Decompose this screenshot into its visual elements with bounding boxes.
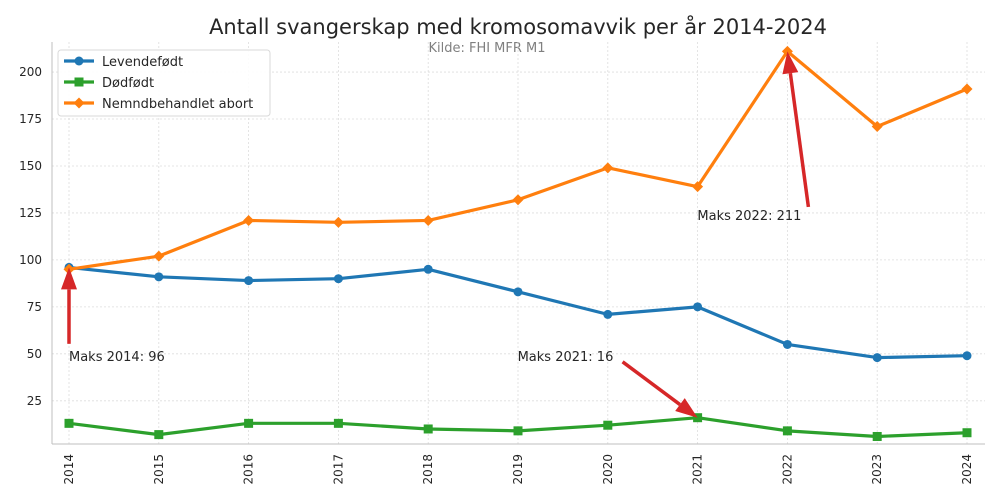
data-point bbox=[871, 121, 883, 133]
y-tick-label: 200 bbox=[19, 65, 42, 79]
legend-marker bbox=[73, 97, 85, 109]
legend-marker bbox=[74, 77, 84, 87]
data-point bbox=[333, 274, 343, 284]
data-point bbox=[872, 353, 882, 363]
x-tick-label: 2021 bbox=[691, 454, 705, 485]
y-tick-label: 100 bbox=[19, 253, 42, 267]
data-point bbox=[513, 426, 523, 436]
data-point bbox=[244, 418, 254, 428]
y-tick-label: 175 bbox=[19, 112, 42, 126]
x-tick-label: 2018 bbox=[421, 454, 435, 485]
legend-label: Levendefødt bbox=[102, 55, 183, 70]
legend-label: Nemndbehandlet abort bbox=[102, 97, 253, 112]
data-point bbox=[602, 162, 614, 174]
annotation: Maks 2014: 96 bbox=[61, 267, 165, 365]
legend-entry: Dødfødt bbox=[64, 76, 154, 91]
annotation: Maks 2021: 16 bbox=[518, 350, 698, 418]
annotation-label: Maks 2021: 16 bbox=[518, 350, 614, 365]
data-point bbox=[692, 181, 704, 193]
x-tick-label: 2017 bbox=[331, 454, 345, 485]
tick-labels: 25 50 75 100 125 150 175 200 2014 2015 2016 2017 201… bbox=[19, 65, 974, 484]
data-point bbox=[513, 287, 523, 297]
data-point bbox=[154, 430, 164, 440]
data-point bbox=[961, 83, 973, 95]
legend-label: Dødfødt bbox=[102, 76, 154, 91]
data-point bbox=[423, 264, 433, 274]
annotation-arrow-head bbox=[782, 51, 799, 75]
legend: Levendefødt Dødfødt Nemndbehandlet abort bbox=[57, 49, 271, 117]
series-1 bbox=[64, 413, 972, 441]
data-point bbox=[782, 426, 792, 436]
series bbox=[63, 45, 973, 441]
data-point bbox=[962, 428, 972, 438]
series-2 bbox=[63, 45, 973, 275]
data-point bbox=[153, 250, 165, 262]
legend-marker bbox=[74, 56, 84, 66]
chart-title: Antall svangerskap med kromosomavvik per… bbox=[209, 14, 827, 39]
data-point bbox=[423, 424, 433, 434]
x-tick-label: 2023 bbox=[870, 454, 884, 485]
legend-box bbox=[57, 49, 271, 117]
data-point bbox=[243, 214, 255, 226]
axes bbox=[51, 42, 985, 445]
data-point bbox=[154, 272, 164, 282]
annotation-label: Maks 2014: 96 bbox=[69, 350, 165, 365]
x-tick-label: 2022 bbox=[780, 454, 794, 485]
y-tick-label: 150 bbox=[19, 159, 42, 173]
chart-subtitle: Kilde: FHI MFR M1 bbox=[428, 41, 545, 56]
y-tick-label: 125 bbox=[19, 206, 42, 220]
data-point bbox=[244, 276, 254, 286]
data-point bbox=[603, 420, 613, 430]
series-line bbox=[67, 265, 969, 360]
x-tick-label: 2016 bbox=[242, 454, 256, 485]
annotations: Maks 2014: 96 Maks 2021: 16 Maks 2022: 211 bbox=[61, 51, 811, 418]
data-point bbox=[962, 351, 972, 361]
data-point bbox=[782, 339, 792, 349]
grid bbox=[52, 42, 985, 444]
y-tick-label: 75 bbox=[27, 300, 42, 314]
data-point bbox=[603, 309, 613, 319]
y-tick-label: 25 bbox=[27, 394, 42, 408]
x-tick-label: 2014 bbox=[62, 454, 76, 485]
data-point bbox=[693, 302, 703, 312]
annotation: Maks 2022: 211 bbox=[697, 51, 811, 224]
annotation-label: Maks 2022: 211 bbox=[697, 209, 801, 224]
data-point bbox=[332, 216, 344, 228]
data-point bbox=[64, 418, 74, 428]
x-tick-label: 2015 bbox=[152, 454, 166, 485]
annotation-arrow-shaft bbox=[788, 72, 811, 208]
data-point bbox=[872, 431, 882, 441]
y-tick-label: 50 bbox=[27, 347, 42, 361]
x-tick-label: 2019 bbox=[511, 454, 525, 485]
data-point bbox=[333, 418, 343, 428]
data-point bbox=[512, 194, 524, 206]
legend-entry: Nemndbehandlet abort bbox=[64, 97, 253, 112]
data-point bbox=[422, 214, 434, 226]
annotation-arrow-head bbox=[61, 267, 77, 290]
annotation-arrow-head bbox=[675, 398, 698, 418]
legend-entry: Levendefødt bbox=[64, 55, 183, 70]
annotation-arrow-shaft bbox=[621, 360, 682, 406]
x-tick-label: 2024 bbox=[960, 454, 974, 485]
x-tick-label: 2020 bbox=[601, 454, 615, 485]
